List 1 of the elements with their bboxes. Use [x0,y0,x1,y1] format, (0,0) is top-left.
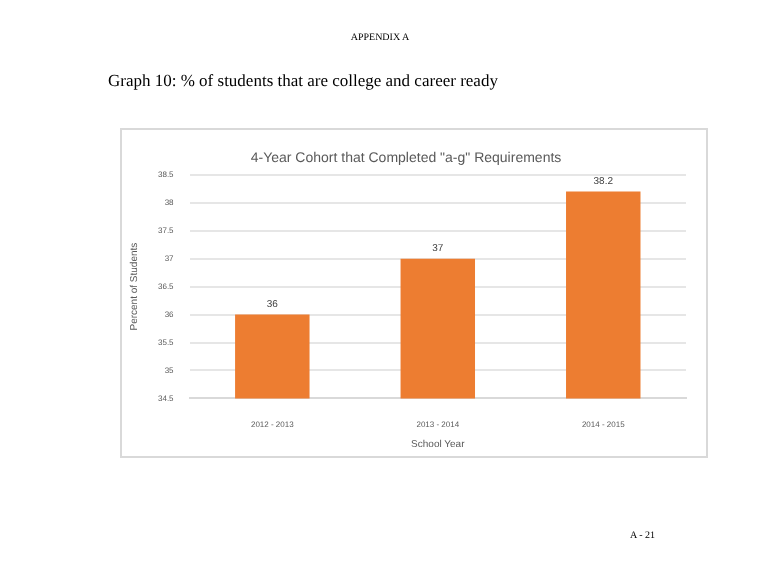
caption: Graph 10: % of students that are college and career ready [108,70,498,90]
